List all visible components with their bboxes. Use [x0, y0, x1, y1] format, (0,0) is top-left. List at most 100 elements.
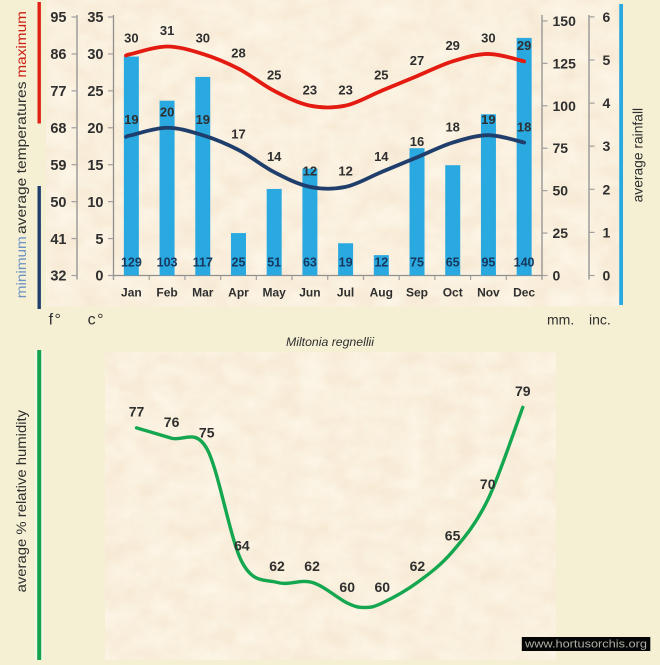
svg-text:30: 30	[87, 47, 103, 63]
svg-text:Sep: Sep	[406, 286, 428, 300]
svg-text:103: 103	[157, 256, 178, 270]
svg-text:4: 4	[603, 95, 611, 111]
svg-text:68: 68	[50, 121, 66, 137]
svg-text:25: 25	[87, 84, 103, 100]
svg-text:2: 2	[603, 181, 611, 197]
svg-text:12: 12	[303, 164, 317, 179]
svg-text:100: 100	[553, 98, 577, 114]
svg-text:average % relative humidity: average % relative humidity	[14, 410, 29, 593]
svg-text:77: 77	[50, 84, 66, 100]
svg-text:50: 50	[553, 183, 569, 199]
svg-text:average temperatures: average temperatures	[14, 81, 29, 234]
svg-text:20: 20	[160, 105, 174, 120]
svg-text:25: 25	[267, 68, 281, 83]
svg-text:25: 25	[232, 256, 246, 270]
svg-text:f°: f°	[49, 312, 63, 329]
svg-text:Jan: Jan	[121, 286, 142, 300]
svg-text:117: 117	[193, 256, 213, 270]
svg-text:23: 23	[303, 82, 317, 97]
svg-text:60: 60	[339, 579, 355, 595]
svg-text:16: 16	[410, 134, 424, 149]
svg-text:140: 140	[514, 256, 535, 270]
svg-text:30: 30	[481, 31, 495, 46]
svg-text:19: 19	[481, 112, 495, 127]
svg-text:19: 19	[124, 112, 138, 127]
svg-text:60: 60	[375, 579, 391, 595]
svg-text:Aug: Aug	[370, 286, 393, 300]
svg-text:27: 27	[410, 53, 424, 68]
svg-text:6: 6	[603, 9, 611, 25]
svg-text:18: 18	[445, 119, 459, 134]
svg-text:65: 65	[446, 256, 460, 270]
svg-text:May: May	[263, 286, 287, 300]
svg-text:125: 125	[553, 55, 577, 71]
svg-text:c°: c°	[88, 312, 105, 329]
svg-text:77: 77	[129, 404, 145, 420]
svg-text:20: 20	[87, 121, 103, 137]
svg-text:64: 64	[234, 538, 250, 554]
svg-text:0: 0	[553, 268, 561, 284]
svg-text:0: 0	[603, 268, 611, 284]
svg-text:35: 35	[87, 10, 103, 26]
svg-text:14: 14	[374, 149, 389, 164]
svg-text:31: 31	[160, 23, 174, 38]
svg-text:63: 63	[303, 256, 317, 270]
svg-text:18: 18	[517, 119, 531, 134]
svg-text:Jun: Jun	[299, 286, 320, 300]
svg-text:51: 51	[267, 256, 281, 270]
svg-text:Dec: Dec	[513, 286, 535, 300]
svg-text:inc.: inc.	[589, 312, 611, 328]
svg-text:Jul: Jul	[337, 286, 354, 300]
svg-text:Feb: Feb	[156, 286, 177, 300]
svg-text:23: 23	[338, 82, 352, 97]
svg-text:19: 19	[196, 112, 210, 127]
svg-text:average rainfall: average rainfall	[631, 108, 646, 203]
svg-text:59: 59	[50, 158, 66, 174]
svg-text:19: 19	[339, 256, 353, 270]
svg-text:95: 95	[50, 10, 66, 26]
svg-text:25: 25	[374, 68, 388, 83]
svg-text:5: 5	[95, 232, 103, 248]
svg-text:75: 75	[199, 424, 215, 440]
svg-text:86: 86	[50, 47, 66, 63]
svg-text:65: 65	[445, 527, 461, 543]
svg-text:www.hortusorchis.org: www.hortusorchis.org	[524, 639, 647, 651]
svg-text:25: 25	[553, 225, 569, 241]
svg-text:14: 14	[267, 149, 282, 164]
svg-text:70: 70	[480, 476, 496, 492]
svg-text:75: 75	[410, 256, 424, 270]
svg-text:maximum: maximum	[14, 11, 29, 78]
svg-text:50: 50	[50, 195, 66, 211]
svg-text:62: 62	[269, 558, 285, 574]
svg-text:150: 150	[553, 13, 577, 29]
svg-text:29: 29	[445, 38, 459, 53]
svg-text:Mar: Mar	[192, 286, 214, 300]
svg-text:12: 12	[338, 164, 352, 179]
svg-text:12: 12	[374, 256, 388, 270]
svg-text:32: 32	[50, 269, 66, 285]
svg-text:0: 0	[95, 269, 103, 285]
svg-text:Apr: Apr	[228, 286, 249, 300]
svg-text:Miltonia regnellii: Miltonia regnellii	[286, 335, 374, 349]
svg-text:41: 41	[50, 232, 66, 248]
svg-text:minimum: minimum	[14, 236, 29, 298]
svg-text:10: 10	[87, 195, 103, 211]
svg-text:79: 79	[515, 383, 531, 399]
svg-text:29: 29	[517, 38, 531, 53]
svg-text:Oct: Oct	[443, 286, 463, 300]
svg-text:mm.: mm.	[547, 312, 574, 328]
svg-text:75: 75	[553, 140, 569, 156]
svg-text:1: 1	[603, 224, 611, 240]
svg-text:129: 129	[121, 256, 142, 270]
svg-text:95: 95	[481, 256, 495, 270]
svg-text:30: 30	[196, 31, 210, 46]
svg-text:3: 3	[603, 138, 611, 154]
svg-text:15: 15	[87, 158, 103, 174]
svg-text:Nov: Nov	[477, 286, 500, 300]
svg-text:76: 76	[164, 414, 180, 430]
svg-text:28: 28	[231, 45, 245, 60]
svg-text:62: 62	[410, 558, 426, 574]
svg-text:5: 5	[603, 52, 611, 68]
svg-text:62: 62	[304, 558, 320, 574]
svg-text:30: 30	[124, 31, 138, 46]
